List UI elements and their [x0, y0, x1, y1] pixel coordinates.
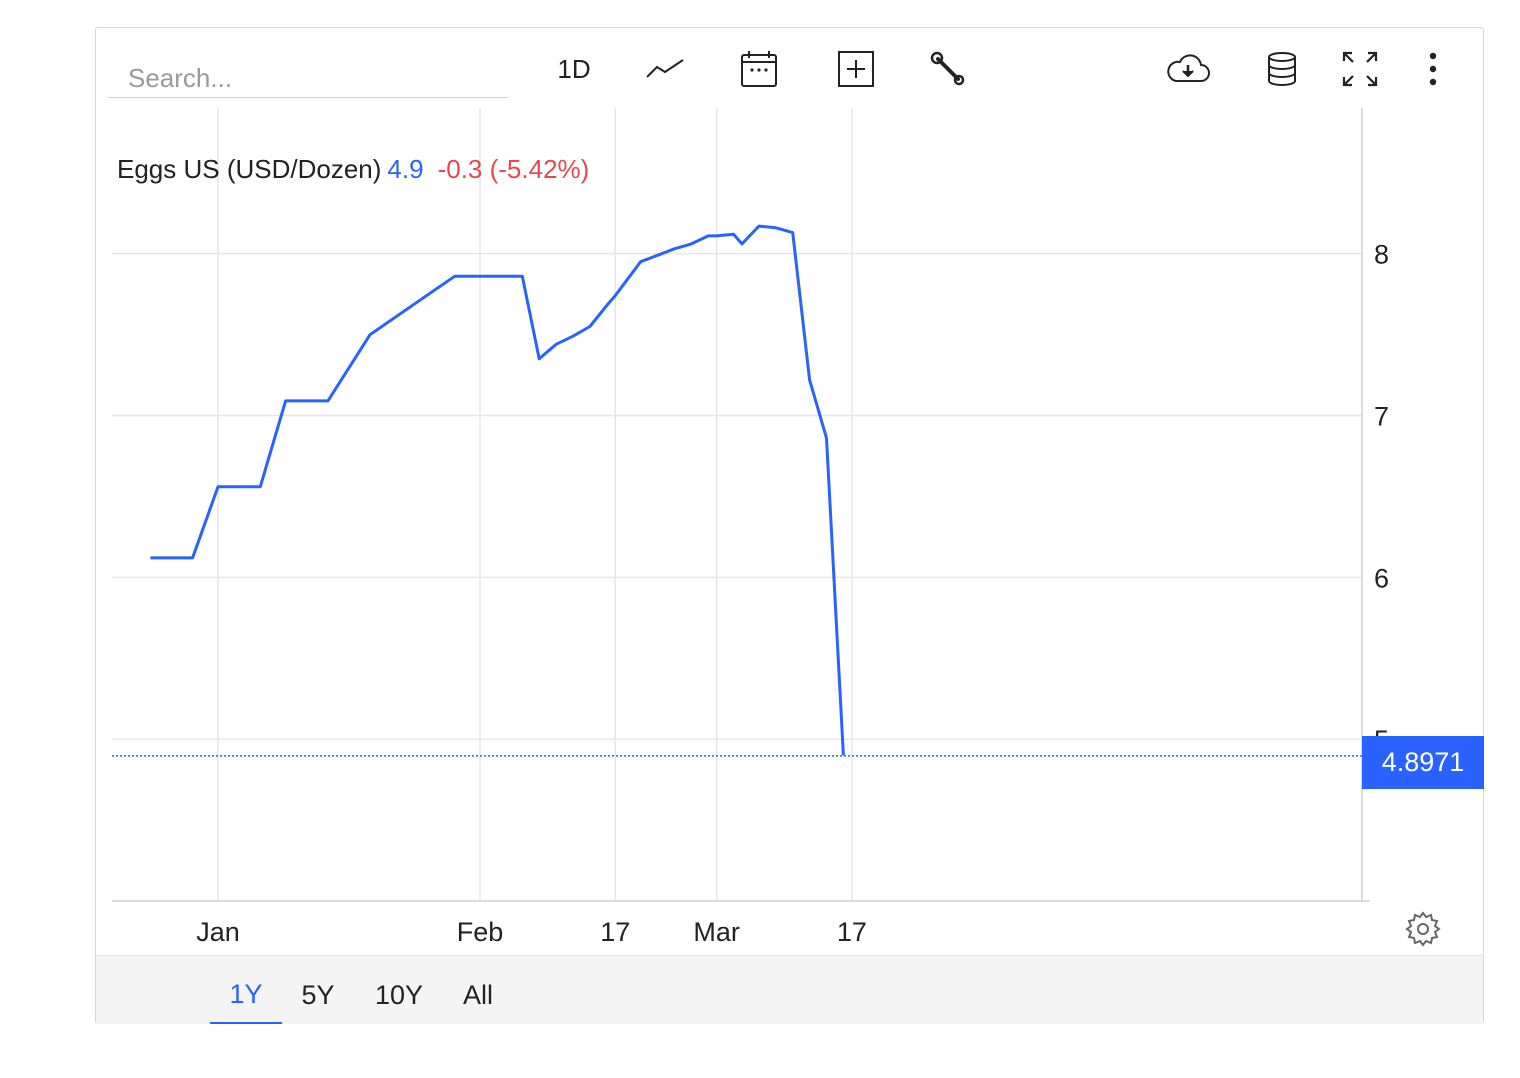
fullscreen-icon[interactable]	[1338, 46, 1382, 92]
last-price-tag: 4.8971	[1362, 736, 1484, 789]
x-tick-label: 17	[600, 917, 630, 947]
line-chart-icon[interactable]	[642, 46, 688, 92]
cloud-download-icon[interactable]	[1164, 46, 1212, 92]
y-tick-label: 8	[1374, 240, 1389, 270]
y-tick-label: 7	[1374, 401, 1389, 431]
x-tick-label: Jan	[196, 917, 240, 947]
wrench-icon[interactable]	[928, 46, 968, 92]
x-tick-label: 17	[837, 917, 867, 947]
more-vert-icon[interactable]	[1420, 46, 1446, 92]
series-line	[150, 224, 845, 756]
interval-button[interactable]: 1D	[557, 53, 591, 84]
x-tick-label: Mar	[693, 917, 740, 947]
x-tick-label: Feb	[457, 917, 504, 947]
settings-gear-icon[interactable]	[1404, 910, 1442, 948]
range-all-button[interactable]: All	[462, 979, 493, 1010]
calendar-icon[interactable]	[737, 46, 781, 92]
legend-change: -0.3 (-5.42%)	[437, 154, 590, 184]
legend-value: 4.9	[387, 154, 424, 184]
range-bar	[96, 955, 1483, 1024]
range-1y-button[interactable]: 1Y	[210, 966, 282, 1024]
plus-box-icon[interactable]	[835, 46, 877, 92]
y-tick-label: 6	[1374, 563, 1389, 593]
legend: Eggs US (USD/Dozen) 4.9 -0.3 (-5.42%)	[117, 154, 589, 185]
range-10y-button[interactable]: 10Y	[374, 979, 424, 1010]
database-icon[interactable]	[1262, 46, 1302, 92]
chart-widget-frame	[95, 27, 1484, 1024]
range-5y-button[interactable]: 5Y	[301, 979, 335, 1010]
search-input[interactable]	[108, 52, 508, 98]
legend-name: Eggs US (USD/Dozen)	[117, 154, 382, 184]
